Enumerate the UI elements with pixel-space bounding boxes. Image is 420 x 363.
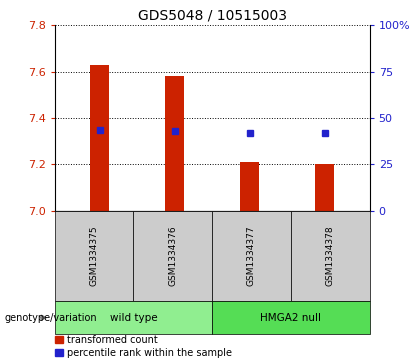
Text: wild type: wild type <box>110 313 157 323</box>
Bar <box>165 76 184 211</box>
Text: GSM1334378: GSM1334378 <box>326 225 335 286</box>
Text: genotype/variation: genotype/variation <box>4 313 97 323</box>
Text: GSM1334375: GSM1334375 <box>89 225 98 286</box>
Bar <box>240 162 259 211</box>
Title: GDS5048 / 10515003: GDS5048 / 10515003 <box>138 9 286 23</box>
Text: GSM1334376: GSM1334376 <box>168 225 177 286</box>
Bar <box>315 164 334 211</box>
Bar <box>90 65 109 211</box>
Legend: transformed count, percentile rank within the sample: transformed count, percentile rank withi… <box>55 335 232 358</box>
Text: GSM1334377: GSM1334377 <box>247 225 256 286</box>
Text: HMGA2 null: HMGA2 null <box>260 313 321 323</box>
